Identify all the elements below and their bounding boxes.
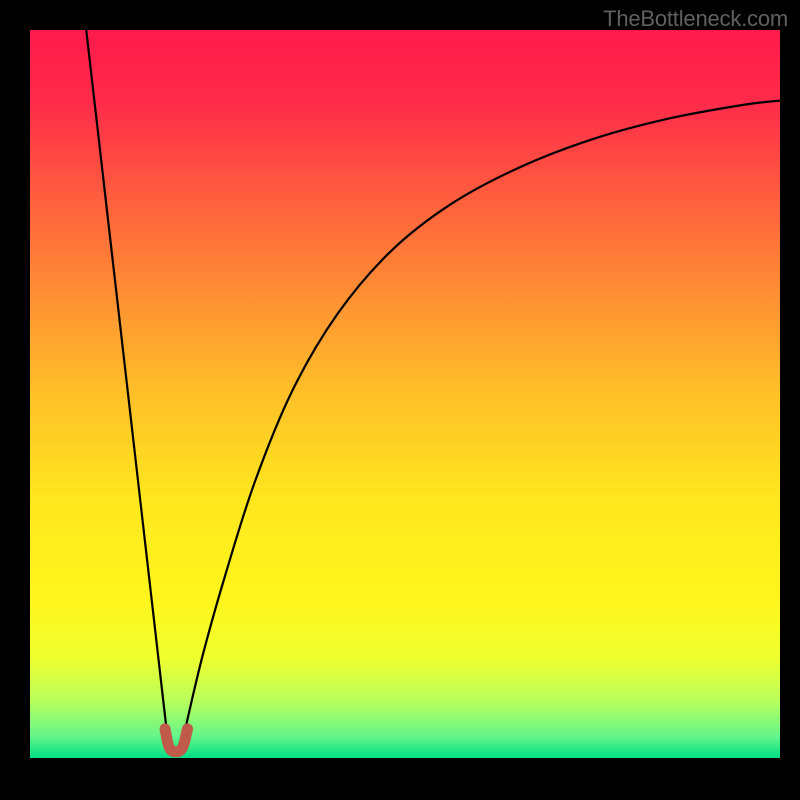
- bottleneck-plot: [0, 0, 800, 800]
- chart-container: TheBottleneck.com: [0, 0, 800, 800]
- watermark-text: TheBottleneck.com: [603, 6, 788, 32]
